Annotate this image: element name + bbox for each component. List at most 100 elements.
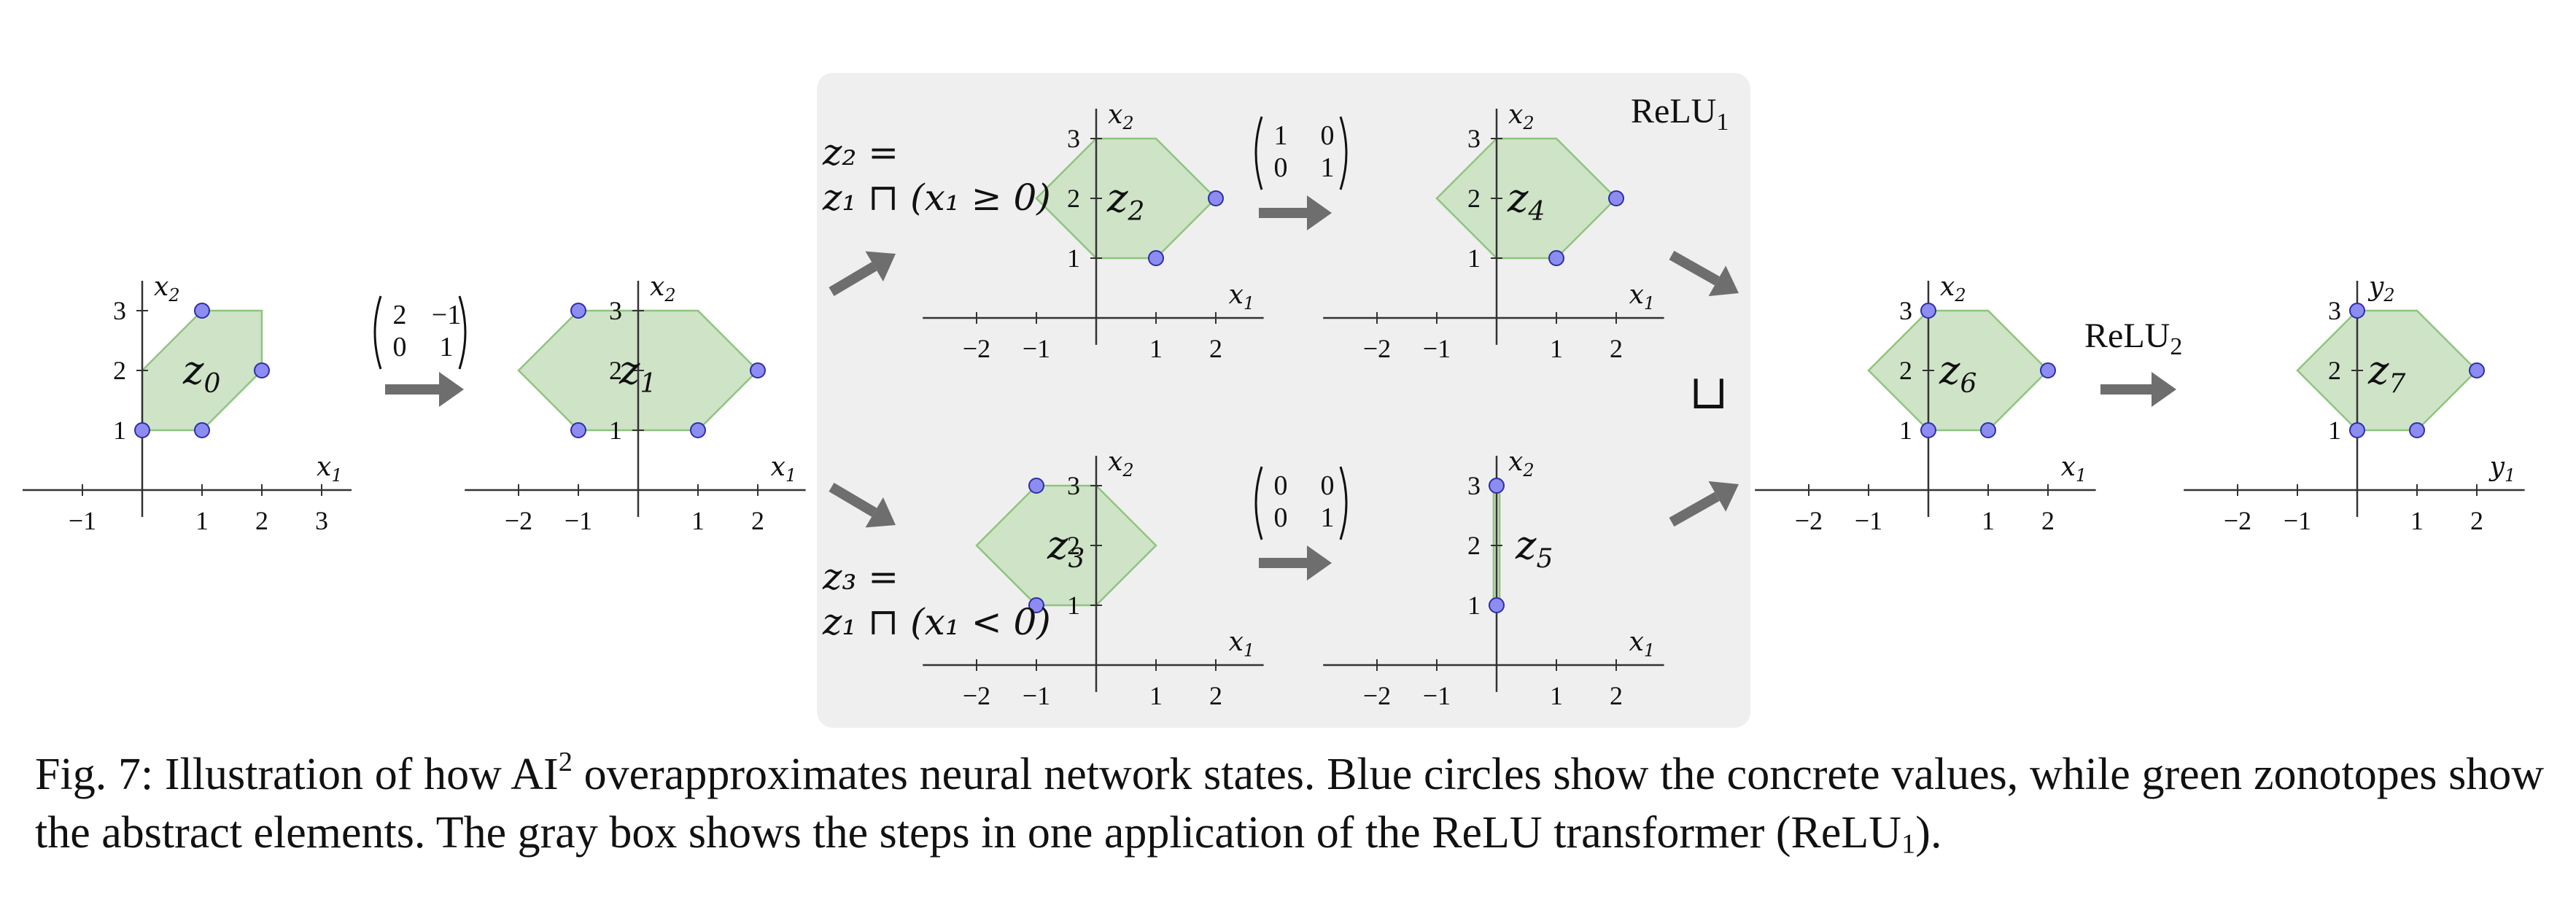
concrete-point: [254, 362, 270, 378]
y-tick-label: 1: [1899, 416, 1912, 445]
x-tick-label: −1: [69, 506, 96, 535]
matrix-cell: 1: [440, 332, 454, 362]
concrete-point: [690, 422, 706, 438]
matrix-cell: 2: [393, 300, 407, 330]
concrete-point: [1208, 190, 1224, 206]
z2-def-line1: z₂ =: [822, 131, 899, 174]
matrix-left-paren: [1254, 466, 1263, 540]
y-tick-label: 1: [1067, 591, 1080, 620]
matrix-cell: 0: [393, 332, 407, 362]
y-tick-label: 2: [2328, 356, 2341, 385]
x-axis-label: x1: [771, 452, 797, 486]
x-tick-label: −2: [505, 506, 532, 535]
relu1-sub: 1: [1716, 109, 1729, 136]
x-tick-label: 2: [1209, 334, 1222, 363]
x-tick-label: 1: [1149, 334, 1163, 363]
y-tick-label: 2: [1067, 184, 1080, 213]
x-tick-label: 1: [1550, 334, 1563, 363]
arrow-join-top: [1669, 250, 1739, 297]
arrow-affine: [385, 372, 464, 407]
relu2-label: ReLU2: [2084, 316, 2182, 360]
concrete-point: [1148, 250, 1164, 266]
y-tick-label: 2: [1467, 531, 1481, 560]
y-tick-label: 1: [113, 416, 126, 445]
x-axis-label: y1: [2488, 452, 2516, 486]
x-tick-label: 1: [2410, 506, 2424, 535]
concrete-point: [1028, 478, 1044, 494]
matrix-W1: 2 −1 0 1: [373, 295, 467, 370]
x-tick-label: −1: [1423, 334, 1451, 363]
y-axis-label: x2: [650, 272, 676, 306]
caption-part1: Fig. 7: Illustration of how AI: [35, 750, 559, 799]
arrow-split-bottom: [829, 482, 896, 528]
y-tick-label: 3: [1467, 471, 1481, 500]
matrix-cell: 1: [1321, 502, 1335, 533]
y-tick-label: 3: [1899, 296, 1912, 325]
matrix-cell: 0: [1274, 470, 1288, 501]
concrete-point: [2469, 362, 2485, 378]
x-tick-label: 2: [255, 506, 268, 535]
matrix-cell: 1: [1321, 152, 1335, 183]
matrix-cell: 0: [1274, 152, 1288, 183]
y-tick-label: 3: [609, 296, 622, 325]
x-axis-label: x1: [2061, 452, 2087, 486]
y-tick-label: 3: [113, 296, 126, 325]
concrete-point: [1920, 303, 1936, 319]
concrete-point: [1028, 597, 1044, 613]
x-axis-label: x1: [1629, 627, 1656, 661]
y-tick-label: 3: [1467, 124, 1481, 153]
x-tick-label: 1: [1982, 506, 1995, 535]
matrix-cell: 0: [1321, 120, 1335, 151]
matrix-cell: 1: [1274, 120, 1288, 151]
matrix-proj_zero: 0 00 1: [1254, 466, 1348, 540]
y-tick-label: 3: [1067, 471, 1080, 500]
matrix-proj_keep: 1 00 1: [1254, 116, 1348, 190]
y-tick-label: 3: [1067, 124, 1080, 153]
z3-def-line2: z₁ ⊓ (x₁ < 0): [822, 601, 1051, 643]
x-tick-label: −2: [1363, 681, 1391, 710]
x-tick-label: 1: [691, 506, 705, 535]
y-tick-label: 2: [1067, 531, 1080, 560]
y-axis-label: y2: [2367, 272, 2395, 306]
matrix-cell: −1: [432, 300, 461, 330]
x-tick-label: 1: [1550, 681, 1563, 710]
concrete-point: [1489, 597, 1505, 613]
y-axis-label: x2: [1508, 447, 1535, 481]
x-tick-label: −1: [1855, 506, 1882, 535]
y-tick-label: 3: [2328, 296, 2341, 325]
x-tick-label: −1: [1023, 681, 1050, 710]
x-tick-label: −1: [565, 506, 592, 535]
concrete-point: [2349, 422, 2365, 438]
x-tick-label: 2: [1610, 334, 1623, 363]
figure-caption: Fig. 7: Illustration of how AI2 overappr…: [35, 745, 2544, 862]
concrete-point: [2349, 303, 2365, 319]
matrix-cell: 0: [1274, 502, 1288, 533]
x-tick-label: 3: [315, 506, 328, 535]
y-tick-label: 2: [609, 356, 622, 385]
concrete-point: [2409, 422, 2425, 438]
caption-sub: 1: [1901, 828, 1916, 860]
matrix-right-paren: [1339, 466, 1348, 540]
matrix-cell: 0: [1321, 470, 1335, 501]
concrete-point: [2040, 362, 2056, 378]
concrete-point: [1489, 478, 1505, 494]
concrete-point: [750, 362, 766, 378]
relu1-label: ReLU1: [1631, 92, 1729, 136]
y-tick-label: 2: [1467, 184, 1481, 213]
caption-sup: 2: [558, 747, 573, 778]
x-tick-label: 2: [751, 506, 764, 535]
y-tick-label: 1: [1467, 591, 1481, 620]
arrow-proj-bottom: [1259, 545, 1332, 580]
y-tick-label: 2: [113, 356, 126, 385]
y-tick-label: 1: [1467, 244, 1481, 273]
x-tick-label: 1: [1149, 681, 1163, 710]
concrete-point: [194, 422, 210, 438]
x-tick-label: −1: [1423, 681, 1451, 710]
z2-def-line2: z₁ ⊓ (x₁ ≥ 0): [822, 176, 1051, 219]
concrete-point: [570, 303, 586, 319]
